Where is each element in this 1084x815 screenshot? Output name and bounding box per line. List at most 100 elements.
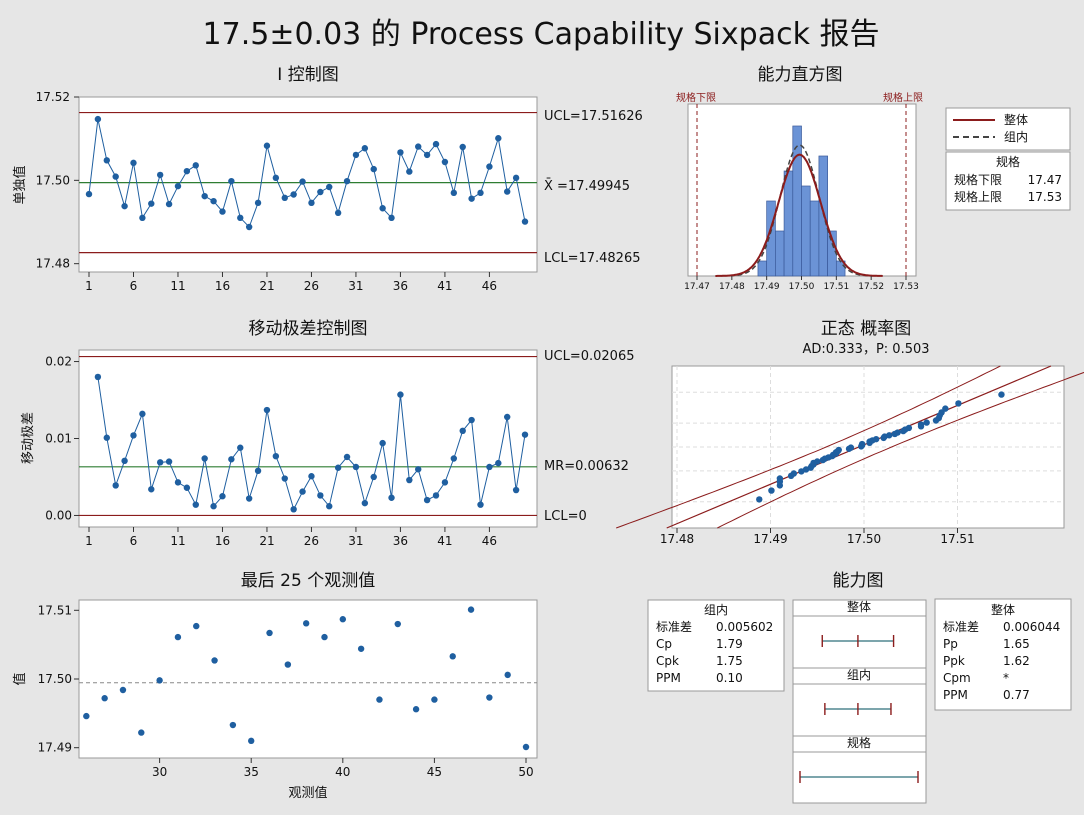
last25-data-point — [522, 743, 530, 751]
mr-data-point — [415, 466, 422, 473]
last25-data-point — [211, 657, 218, 664]
i-chart-plot-area — [78, 96, 538, 273]
x-tick-label: 50 — [518, 765, 533, 779]
mr-data-point — [308, 473, 315, 480]
last25-data-point — [431, 696, 438, 703]
x-tick-label: 17.50 — [789, 282, 815, 292]
mr-data-point — [432, 492, 440, 499]
i-data-point — [486, 163, 493, 170]
capability-title: 能力图 — [833, 571, 884, 591]
i-data-point — [441, 158, 449, 166]
confidence-band — [717, 371, 1084, 529]
i-data-point — [272, 174, 280, 182]
mr-data-point — [352, 463, 360, 471]
x-tick-label: 6 — [130, 279, 138, 293]
y-tick-label: 17.51 — [38, 603, 72, 617]
probability-point — [847, 444, 855, 451]
mr-data-point — [468, 416, 475, 424]
i-data-point — [504, 188, 511, 195]
i-data-point — [245, 223, 253, 231]
histogram-bar — [775, 230, 785, 277]
y-tick-label: 0.01 — [45, 432, 72, 446]
i-data-point — [121, 202, 128, 210]
within-table-title: 组内 — [704, 603, 728, 617]
i-data-point — [165, 200, 173, 208]
probability-point — [776, 475, 784, 482]
x-tick-label: 17.47 — [684, 282, 710, 292]
i-data-point — [415, 143, 422, 150]
i-data-point — [308, 199, 315, 207]
i-data-point — [406, 168, 413, 175]
x-tick-label: 26 — [304, 534, 319, 548]
mr-data-point — [165, 458, 173, 465]
x-tick-label: 30 — [152, 765, 167, 779]
i-data-point — [281, 194, 288, 202]
x-tick-label: 17.53 — [893, 282, 919, 292]
legend-overall-label: 整体 — [1004, 112, 1028, 127]
last25-data-point — [412, 706, 420, 713]
x-tick-label: 17.51 — [940, 532, 974, 546]
i-data-point — [512, 174, 520, 182]
i-data-point — [423, 151, 431, 159]
x-tick-label: 35 — [244, 765, 259, 779]
last25-title: 最后 25 个观测值 — [241, 571, 375, 591]
histogram-lsl-label: 规格下限 — [676, 91, 716, 104]
probability-point — [942, 405, 949, 412]
normal-probability-plot: 正态 概率图 AD:0.333，P: 0.503 17.48 17.49 17.50… — [616, 319, 1084, 546]
y-tick-label: 17.52 — [36, 90, 70, 104]
histogram-title: 能力直方图 — [758, 65, 843, 85]
within-row-label: PPM — [656, 671, 681, 685]
mr-data-point — [183, 484, 191, 491]
i-chart-ylabel: 单独值 — [12, 165, 28, 204]
overall-row-label: Ppk — [943, 654, 965, 668]
i-series-line — [88, 118, 526, 228]
i-data-point — [156, 171, 164, 179]
x-tick-label: 45 — [427, 765, 442, 779]
y-tick-label: 17.50 — [38, 672, 72, 686]
histogram-bar — [783, 170, 794, 277]
histogram-bar — [757, 260, 768, 277]
x-tick-label: 31 — [348, 279, 363, 293]
i-data-point — [477, 189, 484, 197]
i-data-point — [468, 195, 475, 202]
i-data-point — [263, 142, 271, 149]
x-tick-label: 46 — [482, 279, 497, 293]
mr-data-point — [326, 503, 333, 510]
last25-data-point — [138, 729, 145, 736]
mr-data-point — [156, 459, 164, 466]
histogram-bar — [801, 185, 811, 277]
i-data-point — [352, 151, 360, 159]
page-title: 17.5±0.03 的 Process Capability Sixpack 报… — [203, 17, 880, 52]
mr-chart-ylabel: 移动极差 — [21, 412, 36, 464]
probability-point — [756, 496, 763, 503]
mr-data-point — [245, 495, 253, 502]
probability-point — [905, 424, 913, 432]
i-data-point — [495, 135, 502, 142]
capability-histogram: 能力直方图 规格下限 规格上限 17.47 17.48 17.49 17.50 17.5… — [676, 65, 923, 292]
interval-spec-label: 规格 — [847, 735, 871, 750]
x-tick-label: 17.49 — [754, 282, 780, 292]
x-tick-label: 17.49 — [753, 532, 787, 546]
mr-data-point — [281, 475, 288, 482]
within-table — [647, 599, 785, 692]
mr-data-point — [201, 455, 208, 462]
mr-data-point — [406, 476, 413, 484]
x-tick-label: 16 — [215, 534, 230, 548]
mr-data-point — [521, 431, 529, 438]
last25-data-point — [467, 606, 475, 613]
within-row-label: Cp — [656, 637, 672, 651]
i-data-point — [370, 165, 377, 173]
spec-box: 规格 规格下限 17.47 规格上限 17.53 — [945, 151, 1071, 211]
mr-data-point — [343, 453, 351, 461]
mr-data-point — [334, 464, 342, 471]
last25-data-point — [449, 653, 456, 660]
x-tick-label: 16 — [215, 279, 230, 293]
probability-point — [998, 391, 1005, 398]
mr-data-point — [388, 494, 395, 501]
last25-ylabel: 值 — [12, 672, 28, 685]
overall-row-value: 1.62 — [1003, 654, 1030, 668]
mr-chart-title: 移动极差控制图 — [249, 319, 368, 339]
mr-data-point — [112, 482, 119, 489]
x-tick-label: 11 — [170, 534, 185, 548]
x-tick-label: 41 — [437, 279, 452, 293]
